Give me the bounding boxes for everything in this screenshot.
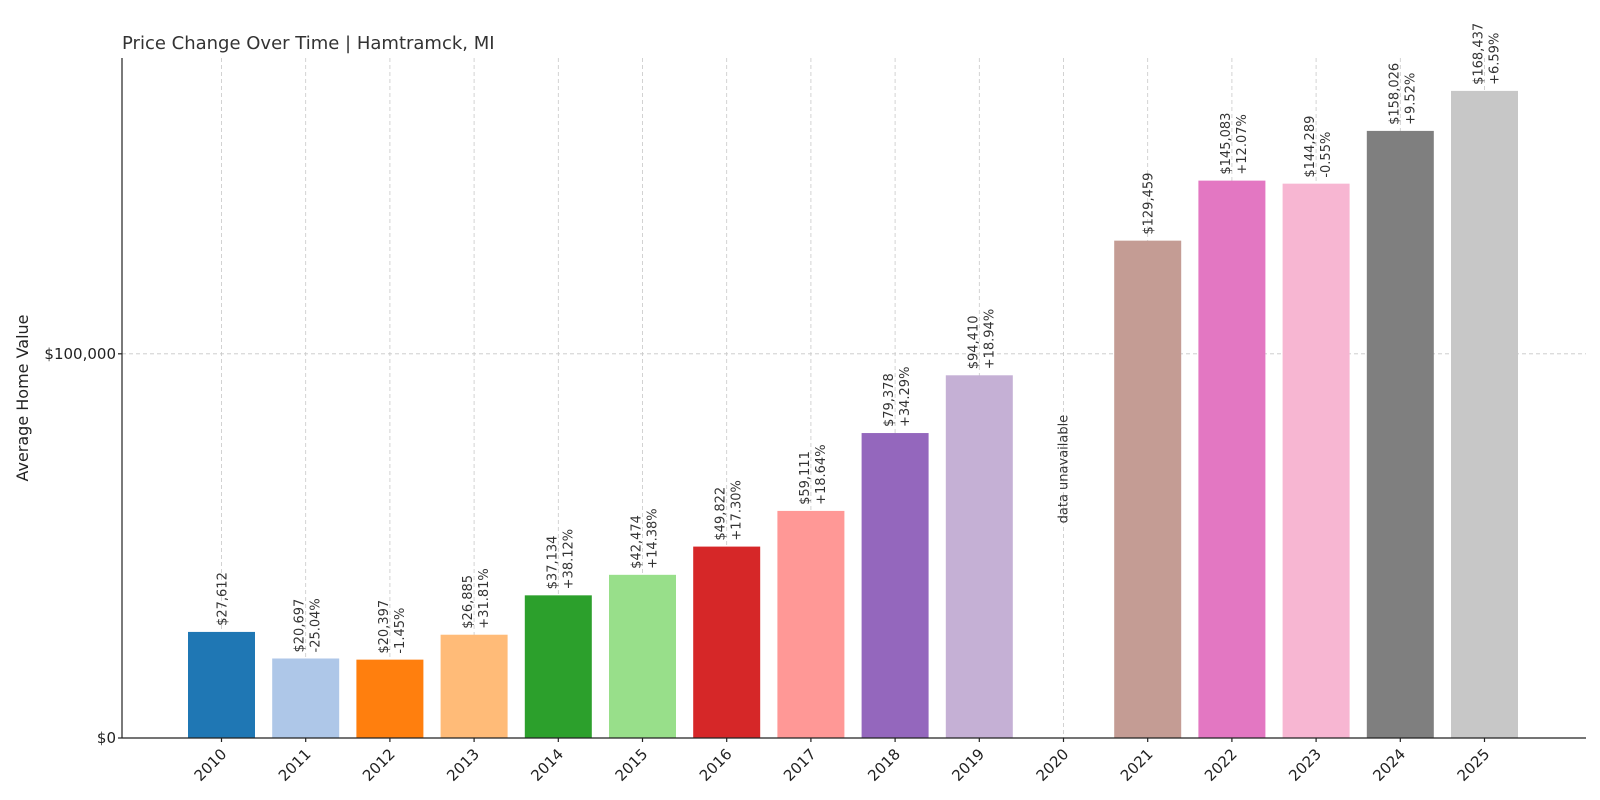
- axes: [121, 58, 1586, 739]
- bar-value-label: $27,612: [216, 572, 231, 626]
- bar-change-label: +38.12%: [561, 529, 576, 589]
- x-tick-label: 2013: [443, 745, 483, 785]
- bar-value-label: $79,378: [882, 373, 897, 427]
- bar-change-label: -1.45%: [393, 608, 408, 654]
- x-tick-label: 2012: [359, 745, 399, 785]
- x-tick-label: 2023: [1285, 745, 1325, 785]
- bar-value-label: $145,083: [1219, 113, 1234, 175]
- bar-change-label: +6.59%: [1488, 33, 1503, 85]
- bar-change-label: +9.52%: [1403, 73, 1418, 125]
- bar-change-label: +14.38%: [646, 508, 661, 568]
- x-tick-label: 2021: [1117, 745, 1157, 785]
- bar: [188, 631, 255, 738]
- y-axis-label: Average Home Value: [13, 314, 32, 481]
- bar-change-label: -0.55%: [1319, 132, 1334, 178]
- chart-title: Price Change Over Time | Hamtramck, MI: [122, 33, 495, 54]
- bar-change-label: -25.04%: [309, 598, 324, 652]
- bars: [188, 90, 1518, 739]
- x-tick-label: 2022: [1201, 745, 1241, 785]
- bar: [1114, 240, 1182, 739]
- bar-change-label: +18.64%: [814, 444, 829, 504]
- missing-data-label: data unavailable: [1057, 415, 1072, 524]
- x-tick-label: 2019: [948, 745, 988, 785]
- bar-change-label: +18.94%: [982, 309, 997, 369]
- x-tick-label: 2020: [1033, 745, 1073, 785]
- bar-value-label: $168,437: [1472, 23, 1487, 85]
- y-tick-labels: $0 $100,000: [44, 345, 122, 747]
- bar-value-label: $49,822: [714, 487, 729, 541]
- bar: [1451, 90, 1518, 738]
- bar-value-label: $20,697: [293, 599, 308, 653]
- data-labels: $27,612 $20,697 -25.04% $20,397 -1.45% $26,88…: [216, 23, 1503, 654]
- bar: [272, 658, 340, 738]
- bar-change-label: +12.07%: [1235, 114, 1250, 174]
- bar-value-label: $26,885: [461, 575, 476, 629]
- bar: [440, 634, 508, 738]
- bar-value-label: $59,111: [798, 451, 813, 505]
- bar: [609, 574, 676, 738]
- bar-value-label: $37,134: [545, 536, 560, 590]
- x-tick-labels: 2010 2011 2012 2013 2014 2015 2016 2017 2018 2019…: [191, 738, 1494, 785]
- y-tick-label: $0: [97, 729, 116, 747]
- bar-value-label: $94,410: [966, 316, 981, 370]
- bar: [356, 659, 424, 738]
- bar: [693, 546, 761, 738]
- x-tick-label: 2018: [864, 745, 904, 785]
- bar: [777, 510, 845, 738]
- x-tick-label: 2016: [696, 745, 736, 785]
- bar: [1198, 180, 1266, 738]
- bar-value-label: $42,474: [630, 515, 645, 569]
- bar-value-label: $144,289: [1303, 116, 1318, 178]
- x-tick-label: 2017: [780, 745, 820, 785]
- x-tick-label: 2010: [191, 745, 231, 785]
- x-tick-label: 2024: [1369, 745, 1409, 785]
- bar: [524, 595, 592, 738]
- bar: [861, 433, 929, 738]
- x-tick-label: 2015: [612, 745, 652, 785]
- y-tick-label: $100,000: [44, 345, 116, 363]
- bar-value-label: $20,397: [377, 600, 392, 654]
- x-tick-label: 2025: [1454, 745, 1494, 785]
- bar: [945, 375, 1013, 738]
- x-tick-label: 2014: [527, 745, 567, 785]
- bar: [1282, 183, 1350, 738]
- bar-change-label: +34.29%: [898, 367, 913, 427]
- bar-change-label: +17.30%: [730, 480, 745, 540]
- grid-lines: [122, 58, 1586, 738]
- bar: [1366, 130, 1434, 738]
- bar-change-label: +31.81%: [477, 568, 492, 628]
- bar-value-label: $129,459: [1142, 173, 1157, 235]
- x-tick-label: 2011: [275, 745, 315, 785]
- bar-value-label: $158,026: [1387, 63, 1402, 125]
